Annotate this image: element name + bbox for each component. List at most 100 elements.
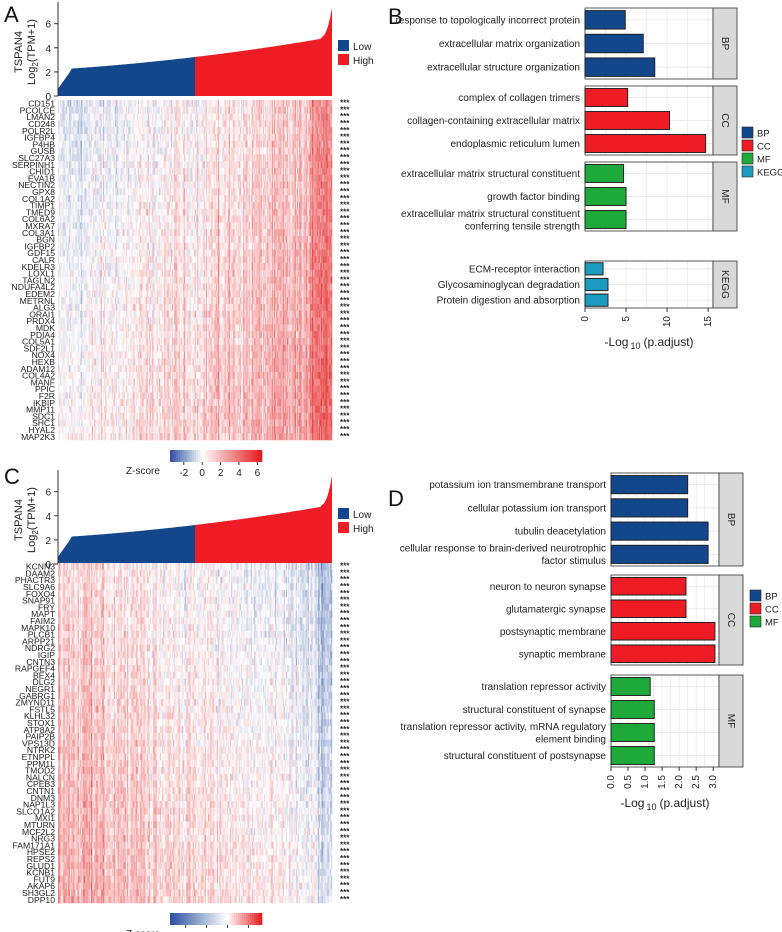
A_heatmap-heat-cell: [174, 134, 176, 142]
A_heatmap-heat-cell: [116, 168, 118, 176]
A_heatmap-heat-cell: [231, 140, 233, 148]
A_heatmap-heat-cell: [205, 181, 208, 189]
A_heatmap-heat-cell: [317, 100, 320, 108]
A_heatmap-heat-cell: [100, 120, 103, 128]
A_heatmap-heat-cell: [235, 154, 237, 162]
A_heatmap-heat-cell: [199, 147, 201, 155]
A_heatmap-heat-cell: [296, 113, 299, 121]
A_heatmap-heat-cell: [211, 161, 213, 169]
A_heatmap-heat-cell: [300, 134, 302, 142]
A_heatmap-heat-cell: [255, 120, 257, 128]
A_heatmap-heat-cell: [328, 154, 331, 162]
A_heatmap-heat-cell: [235, 127, 237, 135]
A_heatmap-heat-cell: [308, 154, 311, 162]
A_heatmap-heat-cell: [230, 161, 232, 169]
A_heatmap-heat-cell: [148, 120, 151, 128]
A_heatmap-heat-cell: [193, 134, 196, 142]
A_heatmap-heat-cell: [313, 113, 315, 121]
A_heatmap-heat-cell: [296, 134, 299, 142]
A_heatmap-heat-cell: [83, 174, 85, 182]
A_heatmap-heat-cell: [74, 174, 76, 182]
A_heatmap-heat-cell: [271, 147, 274, 155]
A_heatmap-heat-cell: [200, 106, 202, 114]
A_heatmap-heat-cell: [214, 154, 217, 162]
A_heatmap-heat-cell: [276, 168, 278, 176]
A_heatmap-heat-cell: [233, 181, 235, 189]
A_heatmap-heat-cell: [298, 174, 300, 182]
A_heatmap-heat-cell: [197, 140, 199, 148]
A_heatmap-heat-cell: [109, 140, 111, 148]
A_heatmap-heat-cell: [196, 100, 198, 108]
A_heatmap-heat-cell: [267, 154, 269, 162]
A_heatmap-heat-cell: [128, 134, 130, 142]
A_heatmap-heat-cell: [155, 154, 157, 162]
A_heatmap-heat-cell: [170, 174, 173, 182]
A_heatmap-heat-cell: [188, 154, 190, 162]
A_heatmap-heat-cell: [221, 181, 223, 189]
A_heatmap-heat-cell: [135, 134, 138, 142]
A_heatmap-heat-cell: [195, 106, 197, 114]
A_heatmap-heat-cell: [82, 174, 84, 182]
A_heatmap-heat-cell: [295, 134, 298, 142]
A_heatmap-heat-cell: [98, 100, 100, 108]
A_heatmap-heat-cell: [175, 140, 177, 148]
A_heatmap-heat-cell: [67, 188, 70, 196]
A_heatmap-heat-cell: [157, 127, 160, 135]
A_heatmap-heat-cell: [259, 161, 262, 169]
A_heatmap-heat-cell: [279, 106, 281, 114]
A_heatmap-heat-cell: [253, 120, 255, 128]
A_heatmap-heat-cell: [189, 127, 191, 135]
A_heatmap-heat-cell: [173, 147, 175, 155]
A_heatmap-heat-cell: [132, 140, 134, 148]
A_heatmap-heat-cell: [214, 113, 217, 121]
A_heatmap-heat-cell: [295, 106, 298, 114]
A_heatmap-heat-cell: [310, 181, 312, 189]
A_heatmap-heat-cell: [110, 100, 112, 108]
A_heatmap-heat-cell: [241, 181, 243, 189]
A_heatmap-heat-cell: [268, 100, 270, 108]
A_heatmap-heat-cell: [304, 127, 306, 135]
A_heatmap-heat-cell: [113, 120, 116, 128]
A_heatmap-heat-cell: [247, 181, 249, 189]
A_heatmap-heat-cell: [303, 100, 305, 108]
A_heatmap-heat-cell: [228, 181, 231, 189]
A_heatmap-heat-cell: [306, 140, 309, 148]
A_heatmap-heat-cell: [230, 174, 232, 182]
A_heatmap-heat-cell: [201, 140, 203, 148]
A_heatmap-heat-cell: [128, 147, 130, 155]
A_heatmap-heat-cell: [178, 154, 180, 162]
A_heatmap-heat-cell: [208, 120, 210, 128]
A_heatmap-heat-cell: [174, 181, 176, 189]
A_heatmap-heat-cell: [205, 134, 208, 142]
A_heatmap-heat-cell: [208, 181, 210, 189]
A_heatmap-heat-cell: [145, 154, 148, 162]
A_heatmap-heat-cell: [74, 120, 76, 128]
A_heatmap-heat-cell: [271, 181, 274, 189]
A_heatmap-heat-cell: [174, 120, 176, 128]
A_heatmap-heat-cell: [60, 181, 62, 189]
A_heatmap-heat-cell: [235, 140, 237, 148]
A_heatmap-heat-cell: [285, 106, 288, 114]
A_heatmap-heat-cell: [88, 174, 91, 182]
A_heatmap-heat-cell: [101, 154, 104, 162]
A_heatmap-heat-cell: [136, 140, 139, 148]
A_heatmap-heat-cell: [97, 134, 99, 142]
A_heatmap-heat-cell: [167, 120, 169, 128]
A_heatmap-heat-cell: [222, 106, 224, 114]
A_heatmap-heat-cell: [60, 127, 62, 135]
A_heatmap-heat-cell: [168, 154, 171, 162]
A_heatmap-heat-cell: [200, 113, 202, 121]
A_heatmap-heat-cell: [221, 113, 223, 121]
A_heatmap-heat-cell: [130, 106, 132, 114]
A_heatmap-heat-cell: [189, 174, 191, 182]
A_heatmap-heat-cell: [184, 161, 186, 169]
A_heatmap-heat-cell: [254, 100, 256, 108]
A_heatmap-heat-cell: [293, 106, 295, 114]
A_heatmap-heat-cell: [119, 140, 121, 148]
A_heatmap-heat-cell: [96, 147, 98, 155]
A_heatmap-heat-cell: [123, 147, 126, 155]
A_heatmap-heat-cell: [112, 134, 115, 142]
A_heatmap-heat-cell: [142, 120, 144, 128]
A_heatmap-heat-cell: [90, 161, 93, 169]
A_heatmap-heat-cell: [306, 120, 309, 128]
